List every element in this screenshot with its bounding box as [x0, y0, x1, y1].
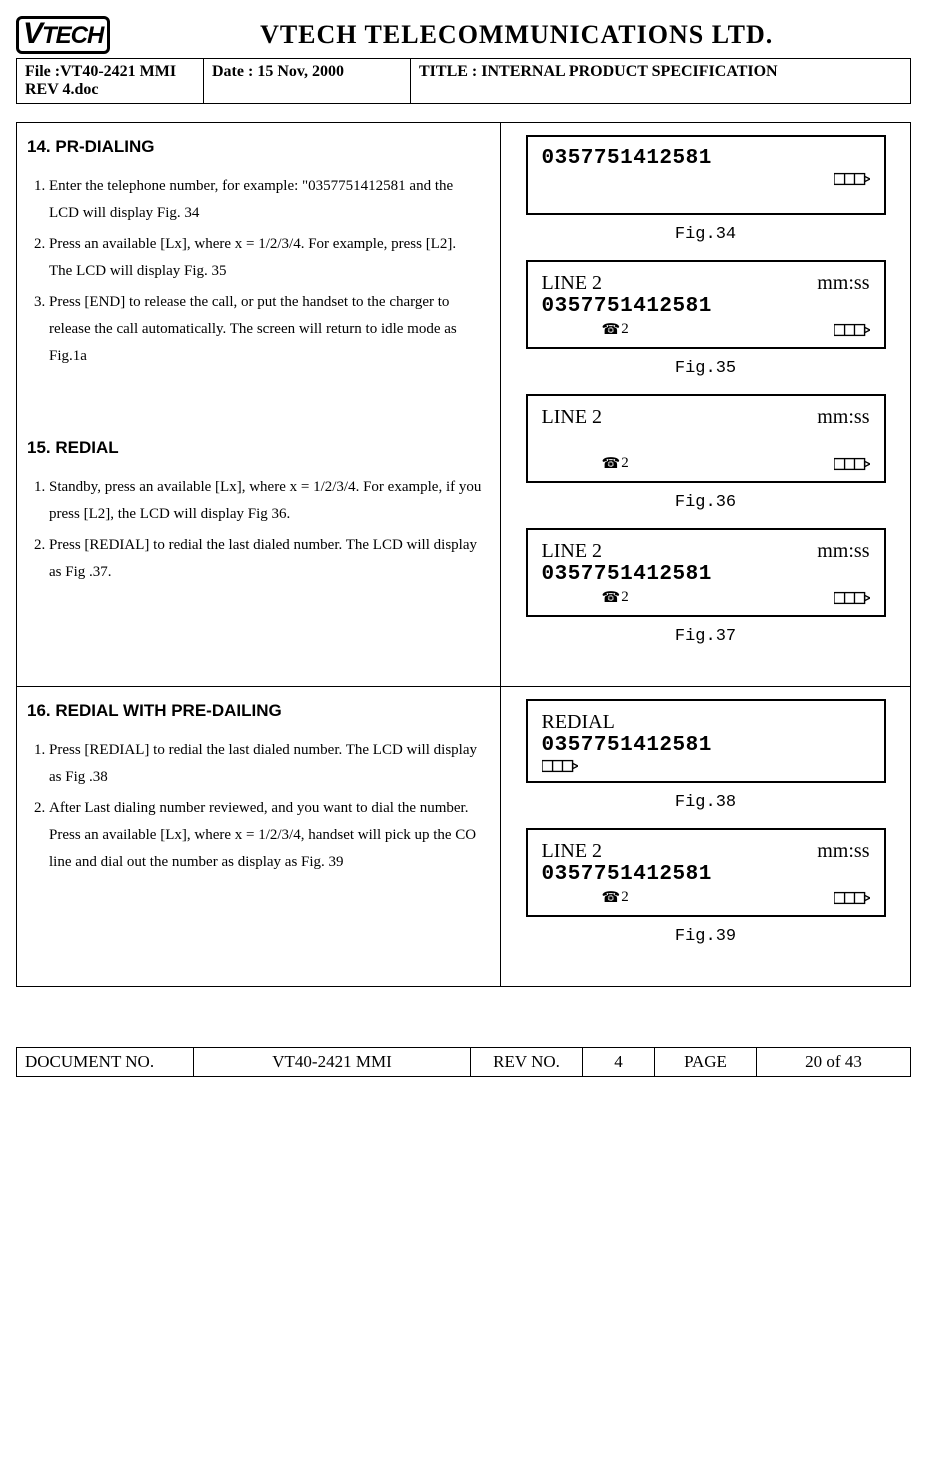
- lcd-fig36: LINE 2 mm:ss ☎2: [526, 394, 886, 483]
- battery-icon: [834, 323, 870, 337]
- lcd-number: 0357751412581: [542, 147, 870, 170]
- body-row-1: 14. PR-DIALING Enter the telephone numbe…: [17, 123, 910, 687]
- meta-row: File :VT40-2421 MMI REV 4.doc Date : 15 …: [16, 58, 911, 104]
- body-row-2: 16. REDIAL WITH PRE-DAILING Press [REDIA…: [17, 687, 910, 986]
- battery-icon: [542, 759, 578, 773]
- lcd-line-left: LINE 2: [542, 540, 603, 563]
- phone-icon: ☎2: [602, 888, 629, 907]
- lcd-line-right: mm:ss: [817, 406, 869, 429]
- lcd-number: 0357751412581: [542, 863, 870, 886]
- phone-icon: ☎2: [602, 588, 629, 607]
- lcd-line-right: mm:ss: [817, 840, 869, 863]
- lcd-number: [542, 429, 870, 452]
- lcd-line-left: LINE 2: [542, 272, 603, 295]
- battery-icon: [834, 457, 870, 471]
- lcd-line-right: mm:ss: [817, 272, 869, 295]
- lcd-fig39: LINE 2 mm:ss 0357751412581 ☎2: [526, 828, 886, 917]
- lcd-number: 0357751412581: [542, 734, 870, 757]
- steps-14: Enter the telephone number, for example:…: [27, 173, 482, 370]
- fig-label: Fig.38: [675, 793, 736, 812]
- company-title: VTECH TELECOMMUNICATIONS LTD.: [122, 20, 911, 50]
- lcd-fig35: LINE 2 mm:ss 0357751412581 ☎2: [526, 260, 886, 349]
- section-title-16: 16. REDIAL WITH PRE-DAILING: [27, 701, 482, 721]
- fig-label: Fig.37: [675, 627, 736, 646]
- step: Press [REDIAL] to redial the last dialed…: [49, 737, 482, 791]
- fig-label: Fig.35: [675, 359, 736, 378]
- right-col-2: REDIAL 0357751412581 Fig.38 LINE 2 mm:ss: [501, 687, 910, 986]
- lcd-line-right: mm:ss: [817, 540, 869, 563]
- footer-page-label: PAGE: [655, 1048, 757, 1076]
- fig-label: Fig.34: [675, 225, 736, 244]
- footer-rev-label: REV NO.: [471, 1048, 583, 1076]
- step: Enter the telephone number, for example:…: [49, 173, 482, 227]
- lcd-line-left: LINE 2: [542, 840, 603, 863]
- header: VVTECHTECH VTECH TELECOMMUNICATIONS LTD.: [16, 16, 911, 54]
- footer-docno-label: DOCUMENT NO.: [17, 1048, 194, 1076]
- lcd-fig34: 0357751412581: [526, 135, 886, 215]
- step: Press an available [Lx], where x = 1/2/3…: [49, 231, 482, 285]
- fig-label: Fig.36: [675, 493, 736, 512]
- fig-label: Fig.39: [675, 927, 736, 946]
- left-col-2: 16. REDIAL WITH PRE-DAILING Press [REDIA…: [17, 687, 501, 986]
- footer-docno: VT40-2421 MMI: [194, 1048, 471, 1076]
- battery-icon: [834, 891, 870, 905]
- right-col-1: 0357751412581 Fig.34 LINE 2 mm:ss 035775…: [501, 123, 910, 686]
- battery-icon: [834, 172, 870, 186]
- step: Press [REDIAL] to redial the last dialed…: [49, 532, 482, 586]
- lcd-line-left: LINE 2: [542, 406, 603, 429]
- body-table: 14. PR-DIALING Enter the telephone numbe…: [16, 122, 911, 987]
- footer: DOCUMENT NO. VT40-2421 MMI REV NO. 4 PAG…: [16, 1047, 911, 1077]
- footer-revno: 4: [583, 1048, 655, 1076]
- step: Standby, press an available [Lx], where …: [49, 474, 482, 528]
- phone-icon: ☎2: [602, 320, 629, 339]
- lcd-fig38: REDIAL 0357751412581: [526, 699, 886, 783]
- left-col-1: 14. PR-DIALING Enter the telephone numbe…: [17, 123, 501, 686]
- lcd-number: 0357751412581: [542, 563, 870, 586]
- steps-15: Standby, press an available [Lx], where …: [27, 474, 482, 586]
- step: After Last dialing number reviewed, and …: [49, 795, 482, 876]
- lcd-number: 0357751412581: [542, 295, 870, 318]
- lcd-fig37: LINE 2 mm:ss 0357751412581 ☎2: [526, 528, 886, 617]
- battery-icon: [834, 591, 870, 605]
- meta-file: File :VT40-2421 MMI REV 4.doc: [17, 59, 204, 103]
- vtech-logo: VVTECHTECH: [16, 16, 110, 54]
- footer-page: 20 of 43: [757, 1048, 910, 1076]
- step: Press [END] to release the call, or put …: [49, 289, 482, 370]
- lcd-line-left: REDIAL: [542, 711, 615, 734]
- meta-title: TITLE : INTERNAL PRODUCT SPECIFICATION: [411, 59, 910, 103]
- meta-date: Date : 15 Nov, 2000: [204, 59, 411, 103]
- section-title-14: 14. PR-DIALING: [27, 137, 482, 157]
- phone-icon: ☎2: [602, 454, 629, 473]
- section-title-15: 15. REDIAL: [27, 438, 482, 458]
- steps-16: Press [REDIAL] to redial the last dialed…: [27, 737, 482, 876]
